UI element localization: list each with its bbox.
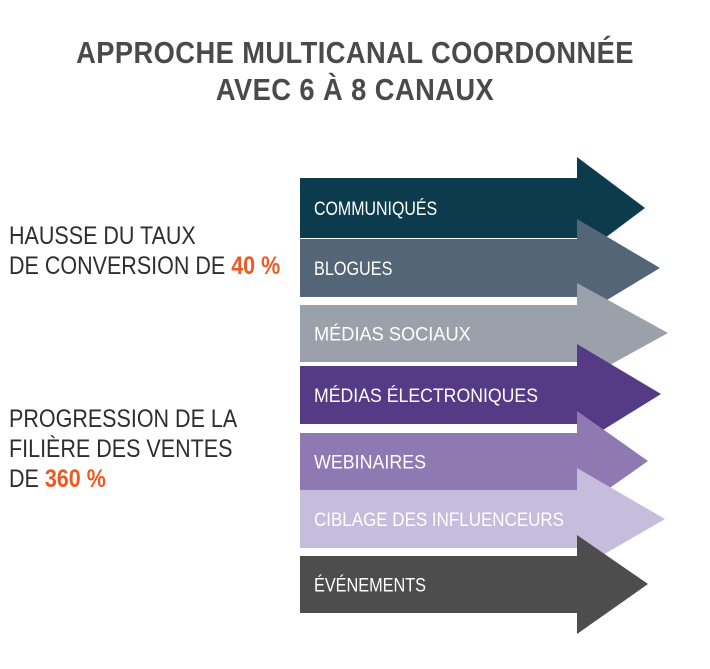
channel-label: MÉDIAS ÉLECTRONIQUES bbox=[314, 386, 538, 407]
channel-label: WEBINAIRES bbox=[314, 453, 426, 474]
sales-pipeline-stat: PROGRESSION DE LA FILIÈRE DES VENTES DE … bbox=[9, 404, 237, 494]
channel-arrow-communiques: COMMUNIQUÉS bbox=[300, 157, 645, 259]
arrow-shape bbox=[300, 535, 648, 634]
channel-arrow-evenements: ÉVÉNEMENTS bbox=[300, 535, 648, 634]
channel-label: MÉDIAS SOCIAUX bbox=[314, 325, 471, 346]
pipeline-stat-value: 360 % bbox=[44, 465, 106, 493]
channel-label: COMMUNIQUÉS bbox=[314, 199, 437, 220]
arrow-shape bbox=[300, 219, 660, 318]
conversion-stat-value: 40 % bbox=[231, 252, 281, 280]
title-line-2: AVEC 6 À 8 CANAUX bbox=[215, 72, 495, 107]
channel-arrow-ciblage-des-influenceurs: CIBLAGE DES INFLUENCEURS bbox=[300, 468, 665, 570]
pipeline-stat-prefix: DE bbox=[9, 465, 45, 493]
pipeline-stat-line-1: PROGRESSION DE LA bbox=[9, 405, 238, 433]
conversion-rate-stat: HAUSSE DU TAUX DE CONVERSION DE 40 % bbox=[9, 221, 280, 281]
arrow-shape bbox=[300, 157, 645, 259]
pipeline-stat-line-2: FILIÈRE DES VENTES bbox=[9, 435, 233, 463]
arrow-shape bbox=[300, 344, 661, 446]
channel-arrow-medias-electroniques: MÉDIAS ÉLECTRONIQUES bbox=[300, 344, 661, 446]
conversion-stat-line-1: HAUSSE DU TAUX bbox=[9, 222, 196, 250]
conversion-stat-prefix: DE CONVERSION DE bbox=[9, 252, 232, 280]
conversion-stat-line-2: DE CONVERSION DE 40 % bbox=[9, 251, 280, 281]
channel-label: BLOGUES bbox=[314, 259, 392, 280]
arrow-shape bbox=[300, 468, 665, 570]
channel-arrow-webinaires: WEBINAIRES bbox=[300, 411, 648, 511]
channel-label: CIBLAGE DES INFLUENCEURS bbox=[314, 510, 564, 531]
channel-arrow-blogues: BLOGUES bbox=[300, 219, 660, 318]
title-line-1: APPROCHE MULTICANAL COORDONNÉE bbox=[76, 35, 634, 70]
arrow-shape bbox=[300, 411, 648, 511]
channel-arrow-medias-sociaux: MÉDIAS SOCIAUX bbox=[300, 283, 668, 383]
arrow-shape bbox=[300, 283, 668, 383]
diagram-title: APPROCHE MULTICANAL COORDONNÉE AVEC 6 À … bbox=[43, 34, 668, 108]
channel-label: ÉVÉNEMENTS bbox=[314, 576, 426, 597]
pipeline-stat-line-3: DE 360 % bbox=[9, 464, 237, 494]
